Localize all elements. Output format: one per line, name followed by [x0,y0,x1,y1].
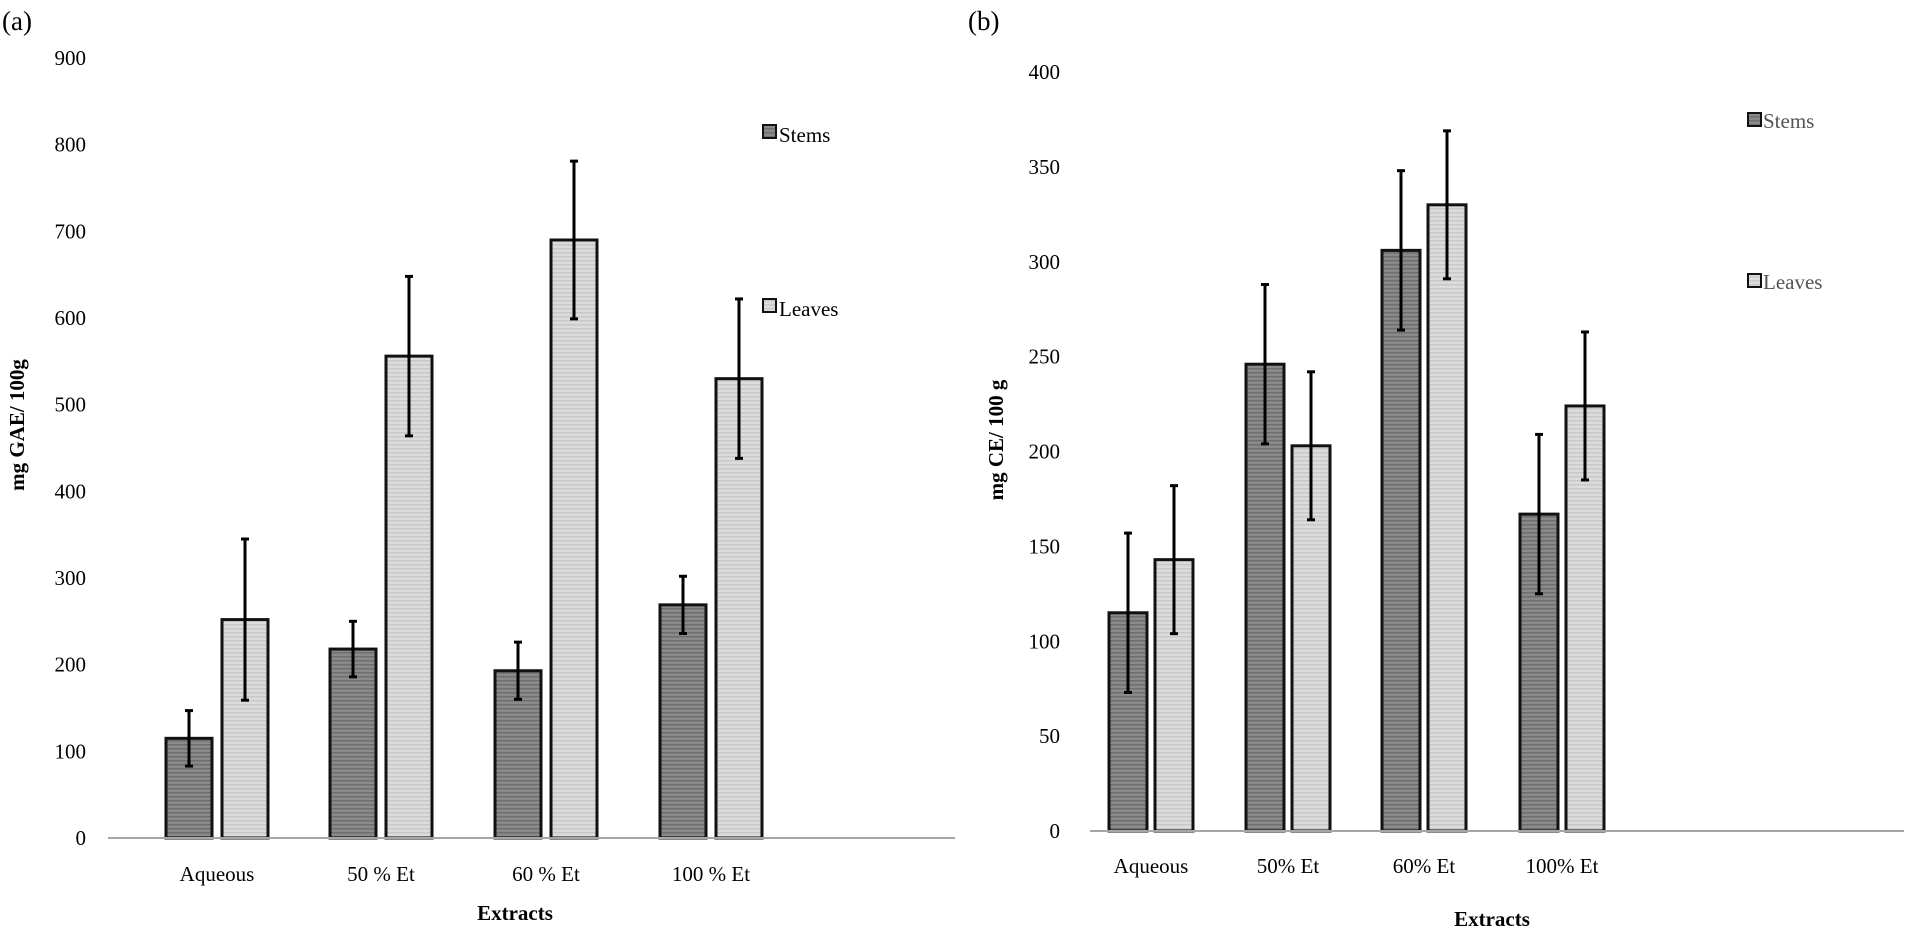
panel-a-error-bar-leaves-0 [241,537,249,702]
panel-a-y-tick-label: 900 [55,46,87,70]
panel-a-bar-stems-3 [658,603,708,840]
panel-b-y-tick-label: 350 [1029,155,1061,179]
panel-b-category-label-2: 60% Et [1393,854,1456,878]
panel-b-y-tick-label: 0 [1050,819,1061,843]
panel-a-legend-label-stems: Stems [779,123,830,147]
panel-a-y-tick-label: 400 [55,479,87,503]
panel-a-legend-label-leaves: Leaves [779,297,838,321]
panel-b-legend-swatch-stems [1747,112,1762,127]
panel-b-label: (b) [968,6,999,36]
panel-b-error-bar-stems-2 [1397,169,1405,332]
panel-a-x-axis-title: Extracts [477,901,553,925]
panel-a-y-tick-label: 600 [55,306,87,330]
panel-b-error-bar-leaves-3 [1581,330,1589,482]
panel-b-error-bars [1124,129,1589,694]
panel-a-y-axis-title: mg GAE/ 100g [5,359,29,491]
panel-b-y-axis-title: mg CE/ 100 g [984,379,1008,500]
panel-b-error-bar-stems-0 [1124,531,1132,694]
panel-b-bar-leaves-2 [1426,203,1468,833]
panel-b-bars [1107,203,1606,833]
panel-a-legend-swatch-stems [762,124,777,139]
panel-b-bar-stems-2 [1380,248,1422,833]
panel-b-category-label-3: 100% Et [1526,854,1599,878]
panel-b-y-tick-label: 400 [1029,60,1061,84]
panel-b-y-tick-label: 150 [1029,534,1061,558]
panel-a-error-bar-leaves-2 [570,159,578,321]
panel-a-category-labels: Aqueous 50 % Et 60 % Et 100 % Et [180,862,751,886]
panel-b-legend: Stems Leaves [1747,109,1822,294]
panel-a-legend-swatch-leaves [762,298,777,313]
panel-a-legend: Stems Leaves [762,123,838,321]
panel-a-y-tick-label: 700 [55,219,87,243]
panel-a-y-tick-labels: 0 100 200 300 400 500 600 700 800 900 [55,46,87,850]
panel-b-x-axis-title: Extracts [1454,907,1530,930]
panel-a-y-tick-label: 100 [55,739,87,763]
panel-a-bar-leaves-2 [549,238,599,840]
panel-a-category-label-0: Aqueous [180,862,255,886]
panel-b-error-bar-leaves-1 [1307,370,1315,522]
panel-b-y-tick-labels: 0 50 100 150 200 250 300 350 400 [1029,60,1061,843]
panel-a-y-tick-label: 800 [55,133,87,157]
panel-b-category-label-0: Aqueous [1114,854,1189,878]
panel-a-y-tick-label: 0 [76,826,87,850]
panel-b-y-tick-label: 300 [1029,250,1061,274]
panel-a-error-bars [185,159,743,768]
panel-a-y-tick-label: 200 [55,653,87,677]
panel-b-legend-label-stems: Stems [1763,109,1814,133]
panel-a-category-label-3: 100 % Et [672,862,750,886]
panel-a-error-bar-stems-0 [185,709,193,768]
panel-b-error-bar-stems-3 [1535,432,1543,596]
panel-a-bar-leaves-1 [384,354,434,840]
panel-b-y-tick-label: 50 [1039,724,1060,748]
panel-b-legend-swatch-leaves [1747,273,1762,288]
panel-a-y-tick-label: 500 [55,393,87,417]
panel-a-category-label-2: 60 % Et [512,862,580,886]
panel-a-y-tick-label: 300 [55,566,87,590]
panel-a-error-bar-stems-3 [679,574,687,635]
panel-b-y-tick-label: 100 [1029,629,1061,653]
panel-a-error-bar-stems-1 [349,619,357,679]
panel-a-error-bar-stems-2 [514,640,522,701]
panel-b-error-bar-stems-1 [1261,283,1269,446]
panel-a-bars [164,238,764,840]
panel-b-legend-label-leaves: Leaves [1763,270,1822,294]
panel-b-y-tick-label: 250 [1029,345,1061,369]
panel-a-error-bar-leaves-1 [405,274,413,438]
panel-b-category-labels: Aqueous 50% Et 60% Et 100% Et [1114,854,1599,878]
panel-b-error-bar-leaves-2 [1443,129,1451,281]
chart-panel-a: (a) 0 100 200 300 400 500 600 700 800 900 Aqueous… [2,6,955,925]
panel-b-category-label-1: 50% Et [1257,854,1320,878]
panel-b-error-bar-leaves-0 [1170,484,1178,636]
chart-panel-b: (b) 0 50 100 150 200 250 300 350 400 Aqueous 50% … [968,6,1904,930]
panel-b-y-tick-label: 200 [1029,440,1061,464]
panel-a-error-bar-leaves-3 [735,297,743,460]
panel-a-category-label-1: 50 % Et [347,862,415,886]
panel-a-label: (a) [2,6,32,36]
